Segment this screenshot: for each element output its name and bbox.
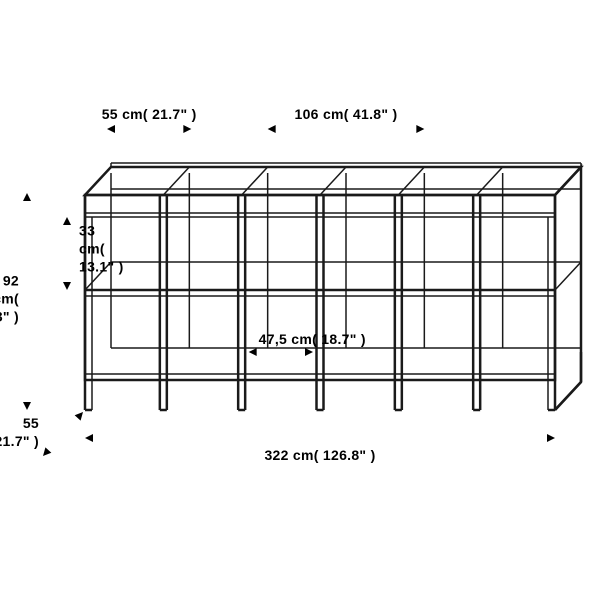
dim-depth-1: 55 <box>23 415 39 431</box>
dim-depth-2: cm( 21.7" ) <box>0 433 39 449</box>
dim-li-3: 13.1" ) <box>79 259 124 275</box>
dim-top-right: 106 cm( 41.8" ) <box>295 106 398 122</box>
dim-bottom: 322 cm( 126.8" ) <box>264 447 375 463</box>
dim-li-1: 33 <box>79 223 95 239</box>
dim-lo-2: cm( <box>0 291 19 307</box>
dim-top-left: 55 cm( 21.7" ) <box>102 106 197 122</box>
dim-li-2: cm( <box>79 241 105 257</box>
dim-inner: 47,5 cm( 18.7" ) <box>259 331 366 347</box>
dim-lo-1: 92 <box>3 273 19 289</box>
dim-lo-3: 36.3" ) <box>0 309 19 325</box>
